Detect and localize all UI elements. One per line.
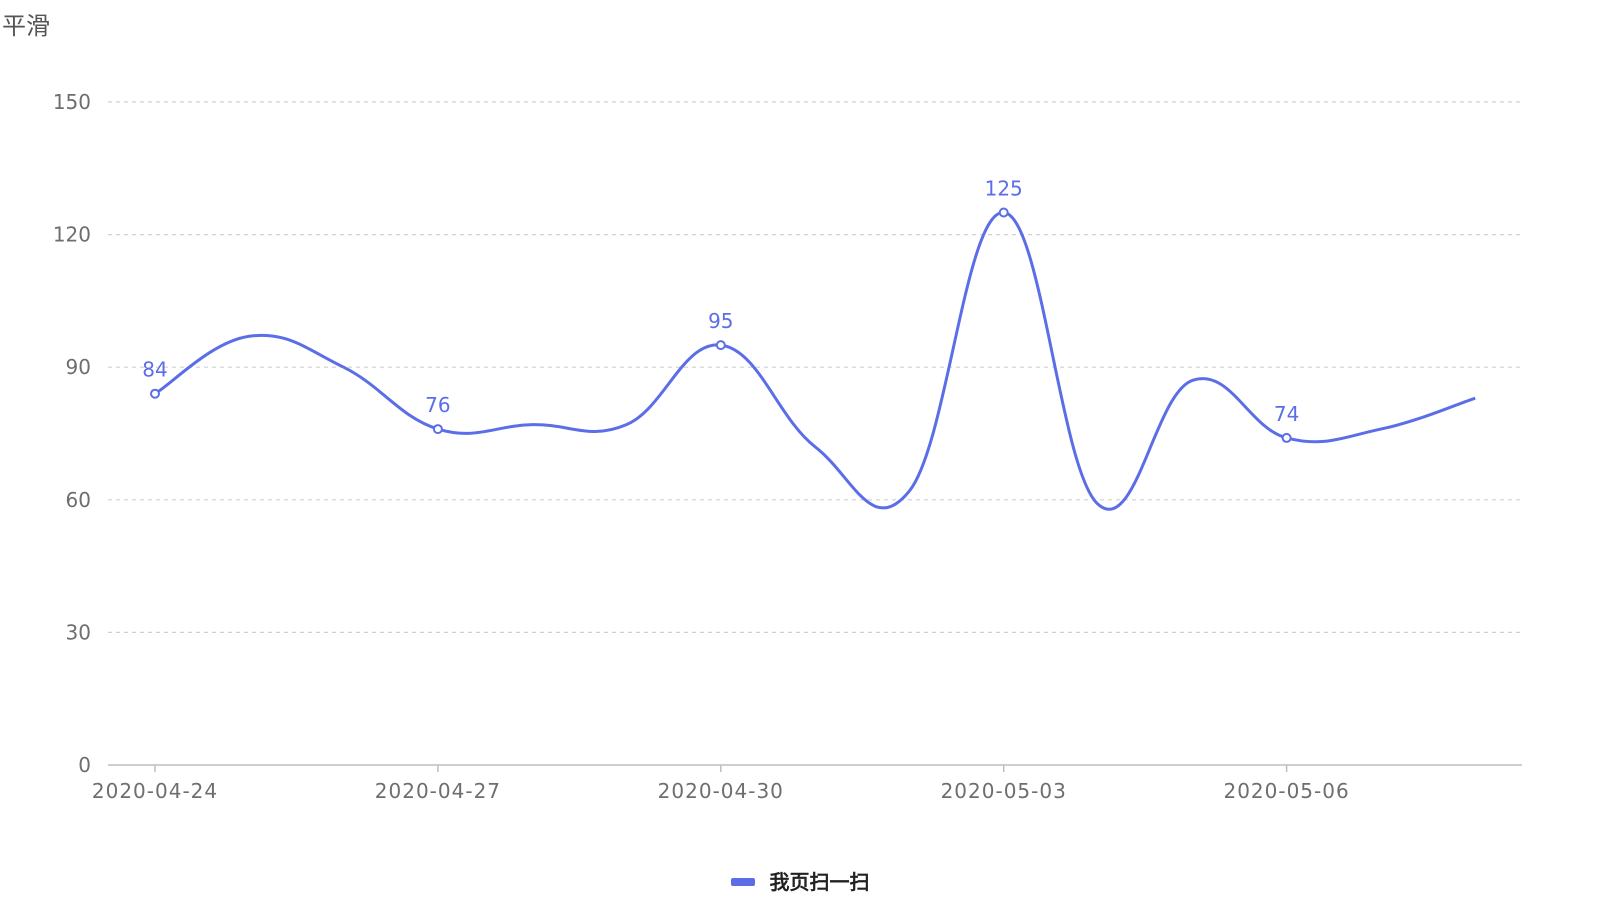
data-label: 84 <box>142 358 167 382</box>
grid-lines <box>108 101 1522 634</box>
y-axis-ticks: 0 30 60 90 120 150 <box>53 90 91 777</box>
data-label: 74 <box>1274 402 1299 426</box>
data-point <box>150 388 160 399</box>
x-axis-ticks: 2020-04-24 2020-04-27 2020-04-30 2020-05-03… <box>92 765 1349 803</box>
data-point <box>715 340 726 351</box>
x-tick-label: 2020-05-03 <box>941 779 1067 803</box>
x-tick-label: 2020-04-30 <box>658 779 784 803</box>
data-labels: 84 76 95 125 74 <box>142 177 1299 426</box>
y-tick-label: 0 <box>78 753 91 777</box>
data-point <box>998 207 1009 218</box>
legend-label: 我页扫一扫 <box>769 870 870 894</box>
series-group <box>150 207 1476 511</box>
y-tick-label: 30 <box>66 620 91 644</box>
series-line <box>154 210 1476 511</box>
legend-swatch <box>730 878 755 886</box>
legend[interactable]: 我页扫一扫 <box>0 866 1600 895</box>
data-label: 95 <box>708 309 733 333</box>
x-tick-label: 2020-04-24 <box>92 779 218 803</box>
y-tick-label: 90 <box>66 355 91 379</box>
data-point <box>1281 432 1292 443</box>
data-point <box>432 424 443 435</box>
x-tick-label: 2020-05-06 <box>1223 779 1349 803</box>
y-tick-label: 150 <box>53 90 91 114</box>
chart-title: 平滑 <box>2 12 50 40</box>
y-tick-label: 60 <box>66 488 91 512</box>
data-label: 76 <box>425 393 450 417</box>
y-tick-label: 120 <box>53 223 91 247</box>
x-tick-label: 2020-04-27 <box>375 779 501 803</box>
data-label: 125 <box>985 177 1023 201</box>
